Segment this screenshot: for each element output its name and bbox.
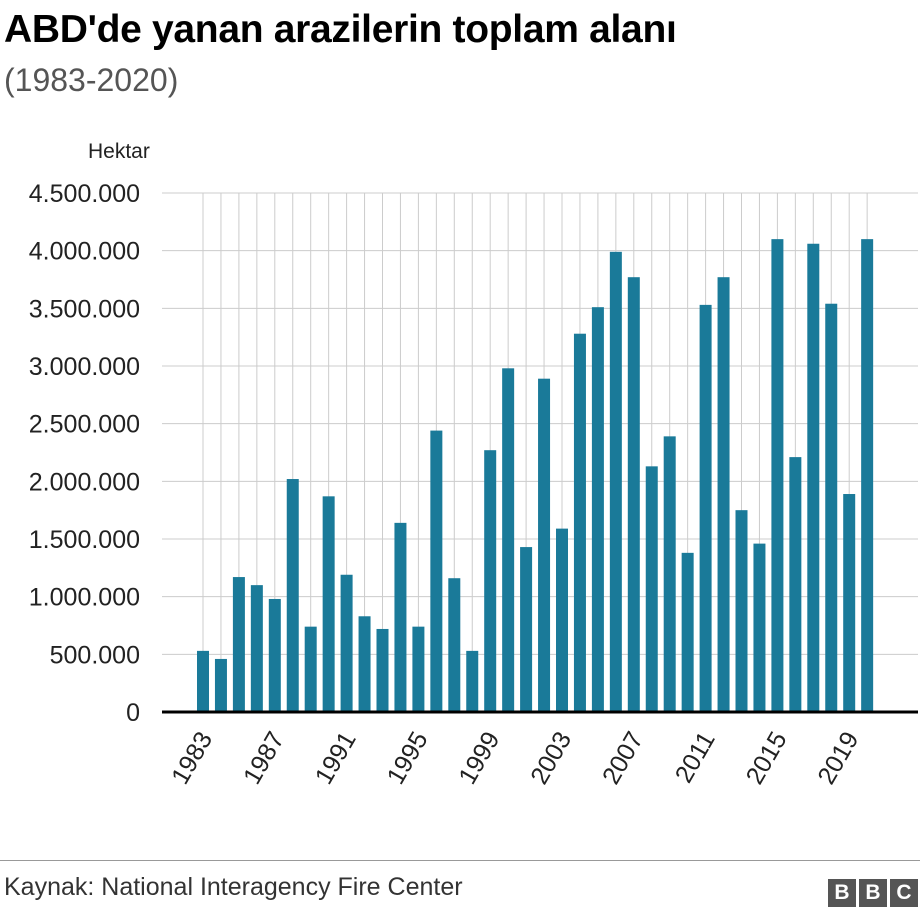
- bar: [394, 522, 407, 712]
- bar: [376, 628, 389, 712]
- bar: [627, 277, 640, 712]
- chart-subtitle: (1983-2020): [4, 62, 179, 98]
- y-tick-label: 0: [126, 699, 140, 727]
- footer-divider: [0, 860, 920, 861]
- y-tick-label: 2.000.000: [29, 468, 140, 496]
- x-tick-label: 1995: [382, 727, 434, 789]
- y-tick-label: 3.500.000: [29, 295, 140, 323]
- bar: [520, 547, 533, 712]
- y-tick-label: 4.000.000: [29, 238, 140, 266]
- bar: [322, 496, 335, 712]
- bar: [609, 251, 622, 712]
- x-tick-label: 1987: [238, 727, 290, 789]
- x-tick-label: 1991: [310, 727, 362, 789]
- bar: [358, 616, 371, 712]
- bar: [807, 243, 820, 712]
- bar: [250, 585, 263, 712]
- bar: [789, 457, 802, 712]
- bar: [645, 466, 658, 712]
- x-tick-label: 2003: [525, 727, 577, 789]
- bar: [197, 650, 209, 712]
- bar: [843, 494, 856, 712]
- y-tick-label: 2.500.000: [29, 411, 140, 439]
- bar: [573, 333, 586, 712]
- bar: [466, 650, 479, 712]
- bar: [214, 658, 227, 712]
- bar: [268, 598, 281, 712]
- x-tick-label: 2011: [670, 727, 721, 788]
- bar: [430, 430, 443, 712]
- x-tick-label: 2015: [741, 727, 793, 789]
- bar: [681, 552, 694, 712]
- x-tick-label: 2019: [812, 727, 864, 789]
- bar: [771, 239, 784, 712]
- y-tick-label: 4.500.000: [29, 180, 140, 208]
- bar-series: [197, 239, 874, 712]
- bbc-logo: B B C: [828, 879, 918, 907]
- bar: [484, 450, 497, 712]
- bar: [753, 543, 766, 712]
- bbc-logo-letter: B: [828, 879, 856, 907]
- bar: [556, 528, 568, 712]
- source-note: Kaynak: National Interagency Fire Center: [4, 873, 463, 901]
- bar: [717, 277, 730, 712]
- bbc-logo-letter: C: [890, 879, 918, 907]
- x-tick-label: 1999: [453, 727, 505, 789]
- bar: [448, 578, 461, 712]
- y-tick-label: 3.000.000: [29, 353, 140, 381]
- bar: [825, 303, 838, 712]
- x-tick-label: 2007: [597, 727, 649, 789]
- bar: [304, 626, 317, 712]
- bar: [502, 368, 515, 712]
- y-tick-label: 500.000: [50, 641, 140, 669]
- bar: [538, 378, 551, 712]
- bar: [699, 304, 712, 712]
- bar: [861, 239, 874, 712]
- bar: [663, 436, 676, 712]
- x-tick-label: 1983: [166, 727, 218, 789]
- bar: [232, 577, 245, 712]
- bar-chart: 0 500.000 1.000.000 1.500.000 2.000.000 2.500…: [29, 140, 918, 789]
- bbc-logo-letter: B: [859, 879, 887, 907]
- chart-title: ABD'de yanan arazilerin toplam alanı: [4, 8, 677, 51]
- y-tick-label: 1.500.000: [29, 526, 140, 554]
- bar: [340, 574, 353, 712]
- bar: [412, 626, 425, 712]
- bar: [591, 307, 604, 712]
- y-tick-label: 1.000.000: [29, 584, 140, 612]
- bar: [735, 510, 748, 712]
- bar: [286, 479, 299, 712]
- y-axis-title: Hektar: [88, 140, 150, 163]
